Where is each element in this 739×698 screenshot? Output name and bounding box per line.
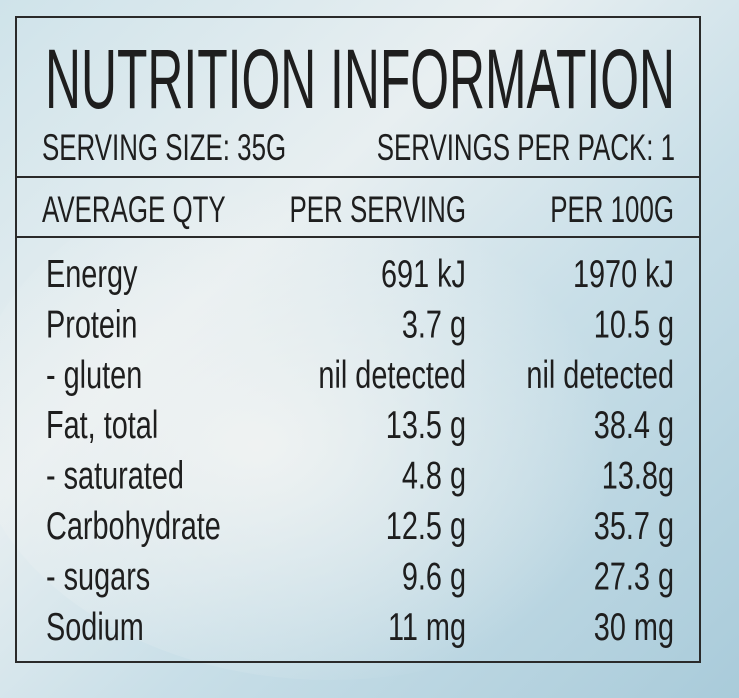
cloud — [0, 160, 690, 680]
column-header: AVERAGE QTY — [42, 188, 226, 230]
nutrient-name: Energy — [46, 253, 138, 296]
nutrient-name: Sodium — [46, 606, 144, 649]
title: NUTRITION INFORMATION — [45, 32, 675, 126]
nutrient-name: - gluten — [46, 354, 142, 397]
nutrient-value: 10.5 g — [594, 303, 674, 346]
nutrient-value: nil detected — [318, 354, 466, 397]
servings-per-pack: SERVINGS PER PACK: 1 — [377, 126, 675, 168]
nutrient-value: 4.8 g — [402, 454, 466, 497]
column-header: PER SERVING — [290, 188, 466, 230]
nutrient-value: 13.8g — [602, 454, 674, 497]
nutrient-name: Fat, total — [46, 404, 158, 447]
nutrient-value: 12.5 g — [386, 505, 466, 548]
nutrient-value: 38.4 g — [594, 404, 674, 447]
nutrient-value: 691 kJ — [381, 253, 466, 296]
nutrient-value: nil detected — [526, 354, 674, 397]
nutrient-name: - sugars — [46, 555, 150, 598]
nutrient-value: 9.6 g — [402, 555, 466, 598]
nutrient-name: Carbohydrate — [46, 505, 221, 548]
nutrient-value: 27.3 g — [594, 555, 674, 598]
nutrient-value: 11 mg — [388, 606, 466, 649]
nutrient-name: - saturated — [46, 454, 184, 497]
nutrient-value: 13.5 g — [386, 404, 466, 447]
nutrient-value: 35.7 g — [594, 505, 674, 548]
serving-size: SERVING SIZE: 35G — [42, 126, 286, 168]
column-header: PER 100G — [550, 188, 674, 230]
label-border — [15, 16, 701, 663]
nutrient-value: 3.7 g — [402, 303, 466, 346]
nutrient-value: 1970 kJ — [573, 253, 674, 296]
nutrient-value: 30 mg — [594, 606, 674, 649]
nutrient-name: Protein — [46, 303, 137, 346]
